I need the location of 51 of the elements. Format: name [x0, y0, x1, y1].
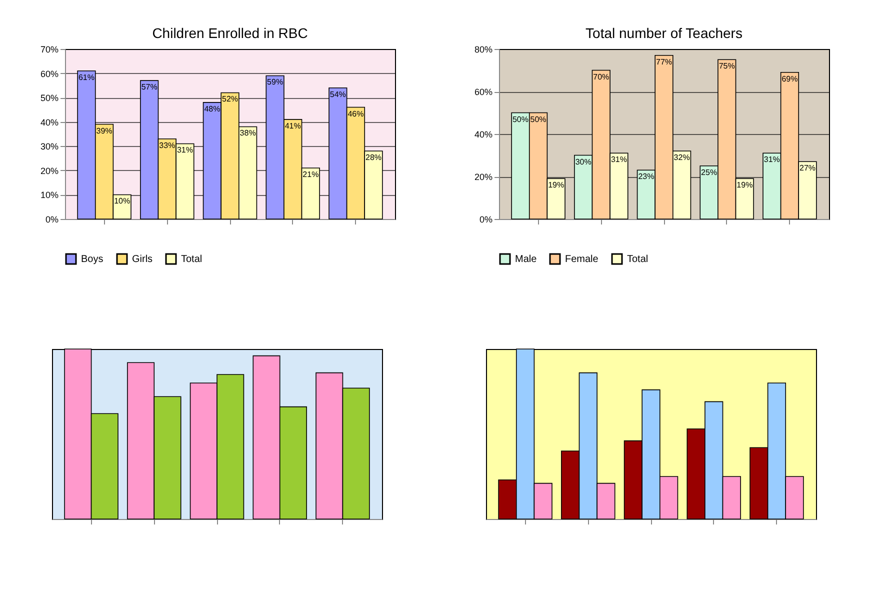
data-label: 75%: [718, 62, 735, 71]
legend-label: Female: [565, 254, 599, 265]
data-label: 50%: [512, 114, 528, 124]
chart-title: Children Enrolled in RBC: [152, 25, 308, 41]
y-tick-label: 30%: [40, 142, 58, 152]
data-label: 19%: [548, 180, 564, 190]
data-label: 27%: [800, 164, 816, 173]
data-label: 39%: [96, 126, 112, 136]
data-label: 46%: [348, 109, 364, 118]
legend-label: Total: [181, 254, 202, 265]
data-label: 70%: [593, 72, 610, 82]
y-tick-label: 50%: [40, 93, 58, 104]
data-label: 31%: [764, 155, 780, 164]
data-label: 30%: [575, 157, 592, 166]
legend-label: Boys: [81, 254, 104, 265]
data-label: 25%: [701, 168, 718, 177]
data-label: 23%: [638, 172, 654, 182]
y-tick-label: 10%: [40, 190, 58, 200]
chart-title: Total number of Teachers: [586, 25, 742, 41]
data-label: 57%: [141, 82, 158, 92]
y-tick-label: 40%: [474, 130, 492, 140]
data-label: 69%: [782, 74, 798, 84]
data-label: 41%: [284, 121, 301, 130]
data-label: 32%: [674, 153, 690, 162]
y-tick-label: 40%: [40, 117, 58, 128]
data-label: 52%: [222, 94, 238, 104]
data-label: 19%: [736, 180, 753, 190]
y-tick-label: 60%: [40, 68, 58, 79]
data-label: 50%: [530, 114, 546, 124]
data-label: 21%: [302, 170, 319, 179]
data-label: 38%: [240, 128, 256, 138]
y-tick-label: 0%: [45, 214, 58, 224]
data-label: 61%: [78, 72, 94, 82]
data-label: 77%: [656, 57, 672, 66]
data-label: 54%: [330, 90, 346, 99]
data-label: 31%: [610, 155, 627, 164]
y-tick-label: 20%: [474, 172, 492, 182]
y-tick-label: 80%: [474, 44, 492, 54]
legend-label: Male: [515, 254, 538, 265]
data-label: 48%: [204, 104, 220, 114]
data-label: 10%: [114, 196, 130, 206]
legend-label: Total: [627, 254, 648, 265]
y-tick-label: 60%: [474, 87, 492, 97]
legend-label: Girls: [132, 254, 153, 265]
y-tick-label: 20%: [40, 166, 58, 176]
y-tick-label: 70%: [40, 44, 58, 54]
data-label: 28%: [366, 153, 382, 162]
data-label: 33%: [159, 140, 176, 150]
y-tick-label: 0%: [479, 214, 492, 224]
data-label: 31%: [176, 146, 193, 155]
data-label: 59%: [267, 78, 284, 87]
